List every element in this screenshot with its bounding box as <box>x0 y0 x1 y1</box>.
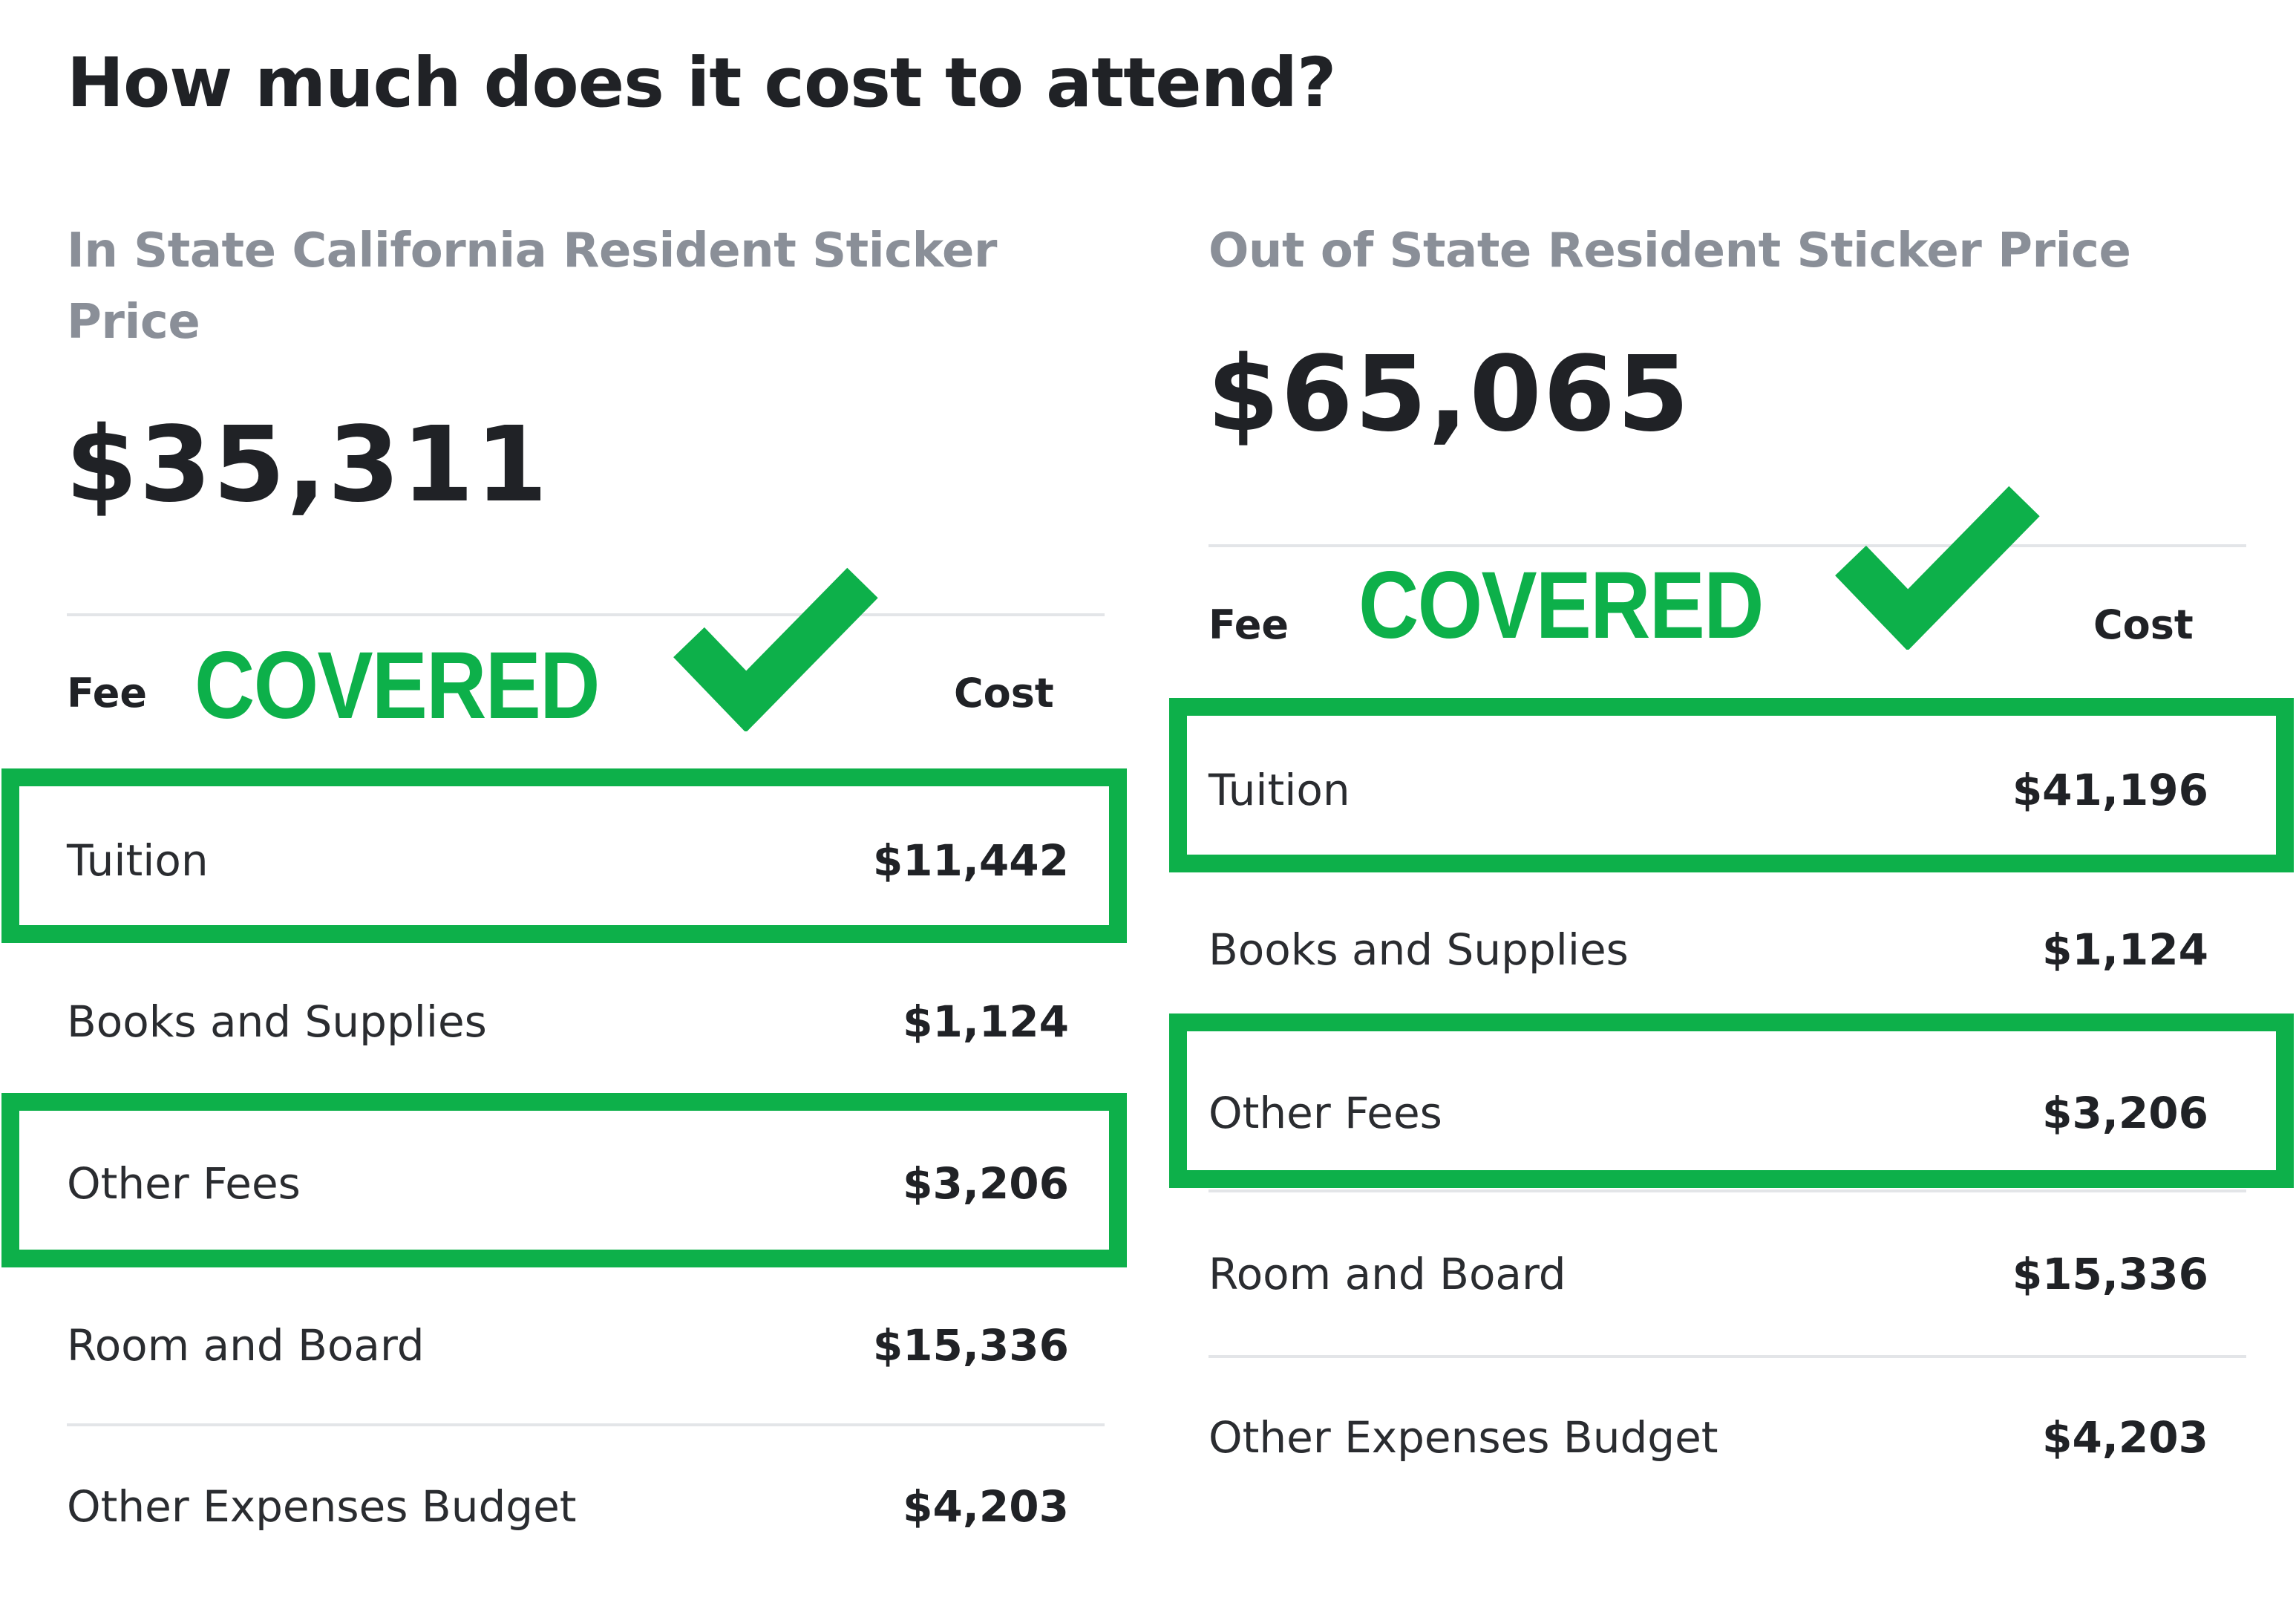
out-of-state-row-other-fees-label: Other Fees <box>1208 1088 1442 1138</box>
in-state-row-tuition-cost: $11,442 <box>872 835 1069 886</box>
page-title: How much does it cost to attend? <box>67 43 1336 123</box>
out-of-state-header-divider <box>1208 544 2246 547</box>
out-of-state-total-price: $65,065 <box>1207 334 1691 455</box>
in-state-header-divider <box>67 613 1105 616</box>
in-state-row-room-board-cost: $15,336 <box>872 1320 1069 1371</box>
in-state-row-other-expenses-label: Other Expenses Budget <box>67 1481 577 1532</box>
out-of-state-row-divider-a <box>1208 1189 2246 1192</box>
out-of-state-heading: Out of State Resident Sticker Price <box>1208 223 2131 278</box>
out-of-state-row-divider-b <box>1208 1355 2246 1358</box>
in-state-row-tuition-label: Tuition <box>67 835 209 886</box>
out-of-state-cost-header: Cost <box>2093 601 2194 648</box>
out-of-state-fee-header: Fee <box>1208 601 1289 648</box>
in-state-row-other-fees-label: Other Fees <box>67 1158 301 1209</box>
checkmark-icon <box>668 553 883 731</box>
out-of-state-row-books-label: Books and Supplies <box>1208 924 1629 975</box>
in-state-total-price: $35,311 <box>65 405 549 526</box>
in-state-heading-line2: Price <box>67 295 200 350</box>
in-state-cost-header: Cost <box>954 670 1054 717</box>
in-state-tuition-highlight-box <box>1 768 1127 943</box>
in-state-row-other-fees-cost: $3,206 <box>903 1158 1069 1209</box>
in-state-row-books-cost: $1,124 <box>903 996 1069 1047</box>
out-of-state-other-fees-highlight-box <box>1169 1013 2294 1188</box>
out-of-state-row-other-fees-cost: $3,206 <box>2042 1088 2208 1138</box>
in-state-covered-label: COVERED <box>194 633 600 739</box>
in-state-row-room-board-label: Room and Board <box>67 1320 425 1371</box>
in-state-fee-header: Fee <box>67 670 147 717</box>
out-of-state-row-tuition-cost: $41,196 <box>2012 765 2208 815</box>
in-state-heading-line1: In State California Resident Sticker <box>67 223 997 278</box>
out-of-state-row-tuition-label: Tuition <box>1208 765 1350 815</box>
in-state-other-fees-highlight-box <box>1 1093 1127 1267</box>
in-state-row-divider <box>67 1423 1105 1426</box>
out-of-state-row-room-board-label: Room and Board <box>1208 1249 1566 1299</box>
checkmark-icon <box>1830 471 2045 650</box>
out-of-state-row-other-expenses-cost: $4,203 <box>2042 1412 2208 1463</box>
out-of-state-row-books-cost: $1,124 <box>2042 924 2208 975</box>
in-state-heading: In State California Resident Sticker Pri… <box>67 215 1106 358</box>
out-of-state-row-other-expenses-label: Other Expenses Budget <box>1208 1412 1718 1463</box>
out-of-state-covered-label: COVERED <box>1358 552 1764 659</box>
in-state-row-books-label: Books and Supplies <box>67 996 487 1047</box>
out-of-state-tuition-highlight-box <box>1169 698 2294 872</box>
in-state-row-other-expenses-cost: $4,203 <box>903 1481 1069 1532</box>
out-of-state-row-room-board-cost: $15,336 <box>2012 1249 2208 1299</box>
